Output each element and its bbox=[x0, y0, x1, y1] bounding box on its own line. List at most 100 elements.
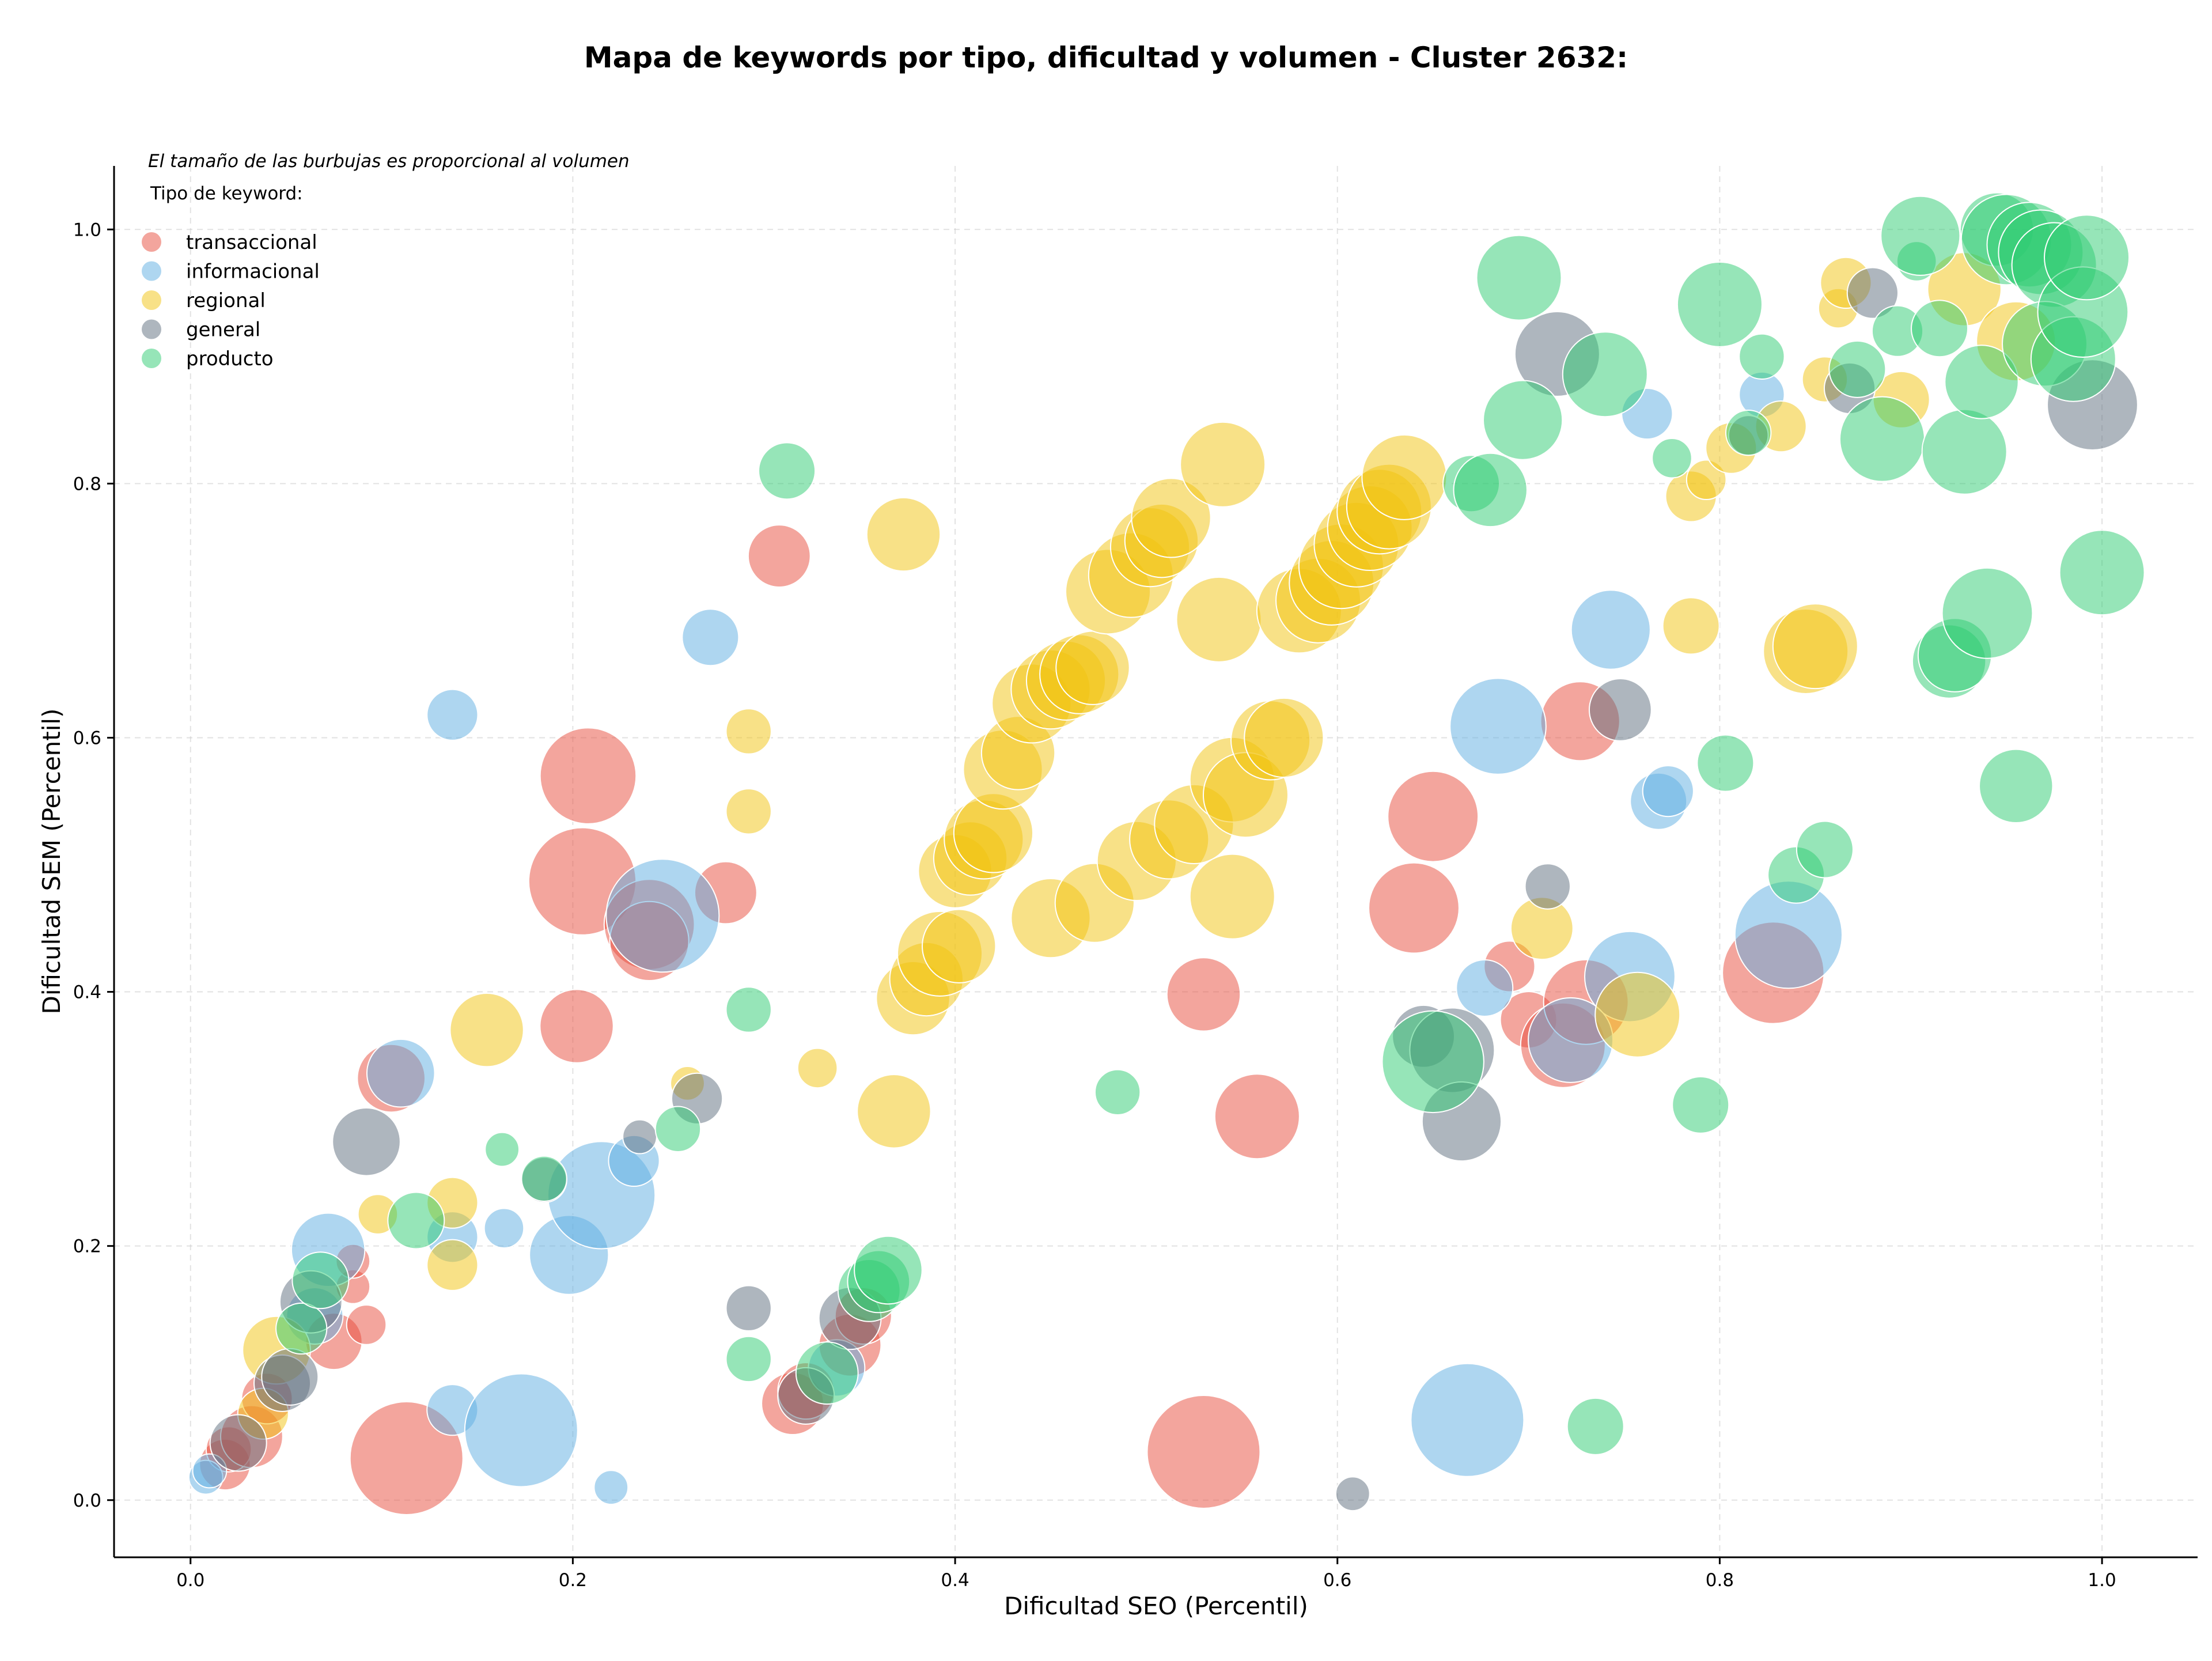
bubble-transaccional bbox=[1166, 957, 1241, 1032]
bubble-general bbox=[1588, 678, 1652, 741]
bubble-producto bbox=[275, 1302, 328, 1355]
legend-item-transaccional: transaccional bbox=[142, 231, 317, 254]
y-tick-label: 0.2 bbox=[73, 1236, 101, 1257]
bubble-regional bbox=[725, 708, 772, 755]
x-axis-label: Dificultad SEO (Percentil) bbox=[1004, 1592, 1308, 1620]
bubble-producto bbox=[1941, 567, 2033, 659]
legend-title: Tipo de keyword: bbox=[150, 183, 303, 204]
legend-marker bbox=[142, 232, 161, 252]
bubble-regional bbox=[1772, 603, 1858, 690]
series-informacional bbox=[188, 371, 1843, 1505]
legend-label: regional bbox=[186, 289, 266, 312]
legend-label: transaccional bbox=[186, 231, 317, 254]
y-tick-label: 0.4 bbox=[73, 982, 101, 1003]
bubble-producto bbox=[1944, 345, 2019, 419]
bubble-producto bbox=[1652, 437, 1692, 479]
bubble-producto bbox=[484, 1132, 520, 1167]
bubble-producto bbox=[725, 986, 772, 1033]
bubble-regional bbox=[1189, 853, 1275, 940]
bubble-producto bbox=[1921, 408, 2008, 495]
bubble-producto bbox=[1696, 734, 1755, 792]
bubble-regional bbox=[866, 497, 941, 572]
bubble-regional bbox=[1662, 597, 1720, 655]
bubble-transaccional bbox=[747, 524, 811, 588]
bubble-regional bbox=[1131, 478, 1211, 558]
bubble-informacional bbox=[464, 1373, 578, 1488]
legend-marker bbox=[142, 319, 161, 339]
bubble-producto bbox=[291, 1251, 350, 1310]
bubble-informacional bbox=[426, 688, 479, 741]
bubbles-layer bbox=[188, 192, 2145, 1515]
bubble-transaccional bbox=[1368, 862, 1460, 954]
bubble-producto bbox=[1453, 452, 1528, 528]
size-note: El tamaño de las burbujas es proporciona… bbox=[148, 151, 630, 172]
bubble-informacional bbox=[1410, 1363, 1525, 1477]
bubble-regional bbox=[426, 1239, 479, 1291]
bubble-producto bbox=[1483, 380, 1563, 460]
x-tick-label: 0.6 bbox=[1323, 1570, 1351, 1591]
bubble-producto bbox=[1880, 195, 1961, 276]
bubble-producto bbox=[1738, 333, 1785, 380]
bubble-general bbox=[1335, 1476, 1370, 1512]
bubble-producto bbox=[1672, 1076, 1730, 1134]
bubble-producto bbox=[854, 1235, 923, 1305]
bubble-transaccional bbox=[349, 1401, 464, 1515]
bubble-informacional bbox=[1642, 765, 1694, 818]
legend-label: general bbox=[186, 319, 260, 342]
y-tick-label: 0.6 bbox=[73, 728, 101, 748]
bubble-transaccional bbox=[539, 989, 614, 1064]
legend-item-informacional: informacional bbox=[142, 260, 320, 283]
bubble-producto bbox=[521, 1155, 567, 1202]
bubble-producto bbox=[1566, 1397, 1624, 1455]
bubble-producto bbox=[725, 1335, 772, 1383]
bubble-informacional bbox=[1456, 959, 1514, 1017]
bubble-producto bbox=[1911, 300, 1969, 358]
bubble-general bbox=[1524, 863, 1571, 910]
series-producto bbox=[275, 192, 2145, 1455]
bubble-producto bbox=[1839, 396, 1925, 482]
bubble-producto bbox=[654, 1106, 702, 1152]
bubble-regional bbox=[922, 909, 997, 983]
bubble-transaccional bbox=[346, 1304, 387, 1345]
bubble-informacional bbox=[1449, 678, 1547, 775]
bubble-producto bbox=[2044, 214, 2130, 301]
bubble-producto bbox=[1562, 331, 1648, 418]
bubble-regional bbox=[725, 788, 772, 835]
legend-marker bbox=[142, 261, 161, 281]
bubble-general bbox=[725, 1285, 772, 1331]
bubble-producto bbox=[1676, 261, 1763, 347]
bubble-producto bbox=[387, 1191, 445, 1250]
bubble-regional bbox=[449, 993, 524, 1068]
bubble-transaccional bbox=[1387, 770, 1479, 862]
x-tick-label: 0.4 bbox=[941, 1570, 969, 1591]
bubble-producto bbox=[1979, 748, 2054, 823]
bubble-regional bbox=[857, 1074, 931, 1149]
chart-title: Mapa de keywords por tipo, dificultad y … bbox=[584, 41, 1628, 74]
legend-item-general: general bbox=[142, 319, 260, 342]
bubble-regional bbox=[1180, 421, 1266, 508]
bubble-informacional bbox=[366, 1038, 435, 1108]
bubble-general bbox=[1846, 267, 1899, 319]
bubble-informacional bbox=[1570, 589, 1651, 670]
bubble-general bbox=[332, 1107, 401, 1176]
series-regional bbox=[237, 252, 2056, 1440]
legend-marker bbox=[142, 349, 161, 368]
bubble-producto bbox=[1381, 1010, 1484, 1114]
x-tick-label: 0.2 bbox=[559, 1570, 587, 1591]
bubble-general bbox=[622, 1119, 657, 1155]
x-tick-label: 1.0 bbox=[2088, 1570, 2116, 1591]
y-axis-label: Dificultad SEM (Percentil) bbox=[37, 709, 66, 1015]
bubble-informacional bbox=[681, 608, 740, 667]
bubble-regional bbox=[1055, 630, 1130, 705]
bubble-producto bbox=[1725, 409, 1772, 456]
bubble-informacional bbox=[483, 1208, 525, 1249]
bubble-producto bbox=[1476, 234, 1562, 321]
legend-item-regional: regional bbox=[142, 289, 266, 312]
legend-label: producto bbox=[186, 347, 274, 370]
x-tick-label: 0.0 bbox=[176, 1570, 204, 1591]
y-tick-label: 1.0 bbox=[73, 220, 101, 240]
bubble-producto bbox=[758, 442, 816, 500]
y-ticks: 0.0 0.2 0.4 0.6 0.8 1.0 bbox=[73, 220, 114, 1511]
bubble-general bbox=[261, 1348, 319, 1406]
